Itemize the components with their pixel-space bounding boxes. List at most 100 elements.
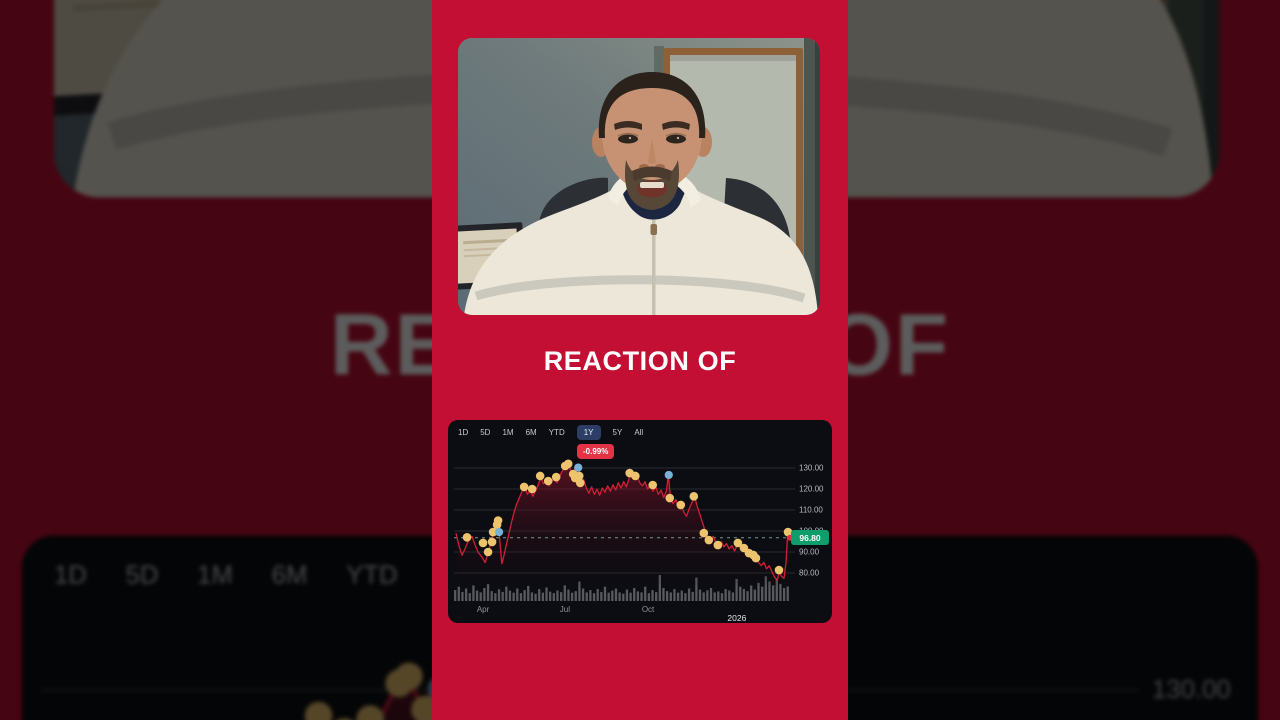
y-axis-label: 90.00 [799, 548, 820, 557]
volume-bar [676, 592, 680, 601]
event-dot-yellow [648, 480, 658, 490]
volume-bar [768, 581, 771, 601]
volume-bar [464, 588, 468, 601]
range-button-ytd[interactable]: YTD [548, 428, 565, 437]
event-dot-yellow [704, 535, 714, 545]
volume-bar [761, 586, 764, 601]
volume-bar [786, 586, 789, 601]
volume-bar [764, 576, 767, 601]
sweater-stripe [474, 275, 806, 303]
volume-bar [505, 586, 508, 601]
volume-bar [702, 592, 705, 601]
volume-bar [549, 591, 552, 601]
volume-bar [519, 593, 523, 601]
volume-bar [563, 585, 566, 601]
event-dot-yellow [733, 538, 743, 548]
range-button-5d[interactable]: 5D [480, 428, 491, 437]
volume-bar [771, 585, 775, 601]
event-dot-yellow [527, 484, 537, 494]
volume-bar [607, 592, 610, 601]
volume-bar [512, 592, 515, 601]
volume-bar [782, 588, 786, 601]
volume-bar [636, 591, 640, 601]
volume-bar [574, 591, 577, 601]
volume-bar [589, 590, 592, 601]
volume-bar [527, 585, 530, 601]
right-eyebrow [662, 121, 690, 130]
speaker-person [464, 72, 818, 315]
range-button-6m[interactable]: 6M [525, 428, 537, 437]
volume-bar [673, 589, 676, 601]
speaker-video [458, 38, 820, 315]
volume-bar [490, 591, 493, 601]
event-dot-yellow [493, 516, 503, 525]
range-button-5y[interactable]: 5Y [612, 428, 623, 437]
volume-bar [454, 590, 457, 601]
volume-bar [698, 589, 702, 601]
hair [598, 72, 706, 138]
volume-bar [468, 593, 471, 601]
volume-bar [596, 589, 599, 601]
volume-bar [559, 592, 563, 601]
volume-bar [665, 591, 669, 601]
event-dot-yellow [551, 472, 561, 482]
volume-bar [728, 590, 731, 601]
volume-bar [475, 590, 479, 601]
volume-bar [614, 588, 618, 601]
price-chart: 130.00120.00110.00100.0090.0080.00AprJul… [454, 459, 829, 623]
event-dot-yellow [574, 471, 584, 481]
volume-bar [742, 589, 746, 601]
event-dot-yellow [713, 540, 723, 550]
svg-text:130.00: 130.00 [1152, 676, 1231, 704]
range-button-1d[interactable]: 1D [458, 428, 469, 437]
event-dot-yellow [689, 492, 699, 501]
volume-bar [570, 592, 574, 601]
event-dot-yellow [563, 459, 573, 469]
event-dot-yellow [676, 500, 686, 510]
left-eyebrow [614, 121, 642, 130]
event-dot-yellow [665, 493, 675, 503]
volume-bar [508, 590, 512, 601]
volume-bar [713, 592, 716, 601]
volume-bar [472, 585, 475, 601]
volume-bar [655, 592, 658, 601]
x-axis-label: Jul [560, 605, 570, 614]
zipper [652, 220, 656, 315]
volume-bar [779, 583, 782, 601]
volume-bar [538, 589, 541, 601]
event-dot-yellow [543, 476, 553, 486]
current-price-tag [791, 530, 829, 545]
volume-bar [695, 577, 698, 601]
event-dot-yellow [575, 478, 585, 488]
right-eye [666, 134, 686, 144]
y-axis-label: 130.00 [799, 464, 824, 473]
volume-bar [578, 581, 581, 601]
event-dot-blue [494, 527, 504, 537]
event-dot-yellow [751, 553, 761, 563]
volume-bar [501, 591, 504, 601]
range-button-1m[interactable]: 1M [502, 428, 514, 437]
volume-bar [622, 593, 625, 601]
range-button-1y[interactable]: 1Y [576, 425, 601, 440]
range-button-all[interactable]: All [634, 428, 644, 437]
event-dot-yellow [631, 471, 640, 481]
volume-bar [523, 590, 526, 601]
y-axis-label: 80.00 [799, 569, 820, 578]
event-dot-blue [664, 470, 673, 480]
event-dot-yellow [488, 527, 498, 537]
volume-bar [494, 593, 497, 601]
volume-bar [483, 588, 486, 601]
teeth [640, 182, 664, 188]
volume-bar [581, 588, 585, 601]
y-axis-label: 110.00 [799, 506, 823, 515]
volume-bar [530, 592, 534, 601]
volume-bar [757, 582, 760, 601]
volume-bar [753, 589, 757, 601]
x-axis-label: Apr [477, 605, 490, 614]
content-column: REACTION OF 1D 5D 1M 6M YTD 1Y 5Y All -0.99% 13… [432, 0, 848, 720]
current-price-tag-label: 96.80 [799, 533, 821, 543]
volume-bar [746, 591, 749, 601]
volume-bar [585, 592, 588, 601]
volume-bar [691, 591, 694, 601]
volume-bar [739, 586, 742, 601]
